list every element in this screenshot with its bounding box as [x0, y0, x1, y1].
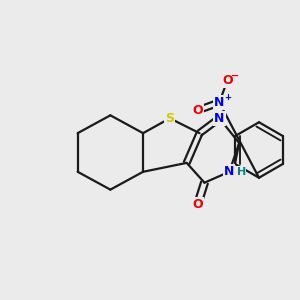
- Text: S: S: [165, 112, 174, 125]
- Text: N: N: [214, 96, 224, 109]
- Text: O: O: [192, 198, 203, 211]
- Text: N: N: [214, 112, 224, 125]
- Text: O: O: [192, 104, 203, 117]
- Text: O: O: [222, 74, 232, 87]
- Text: +: +: [224, 93, 231, 102]
- Text: N: N: [224, 165, 234, 178]
- Text: −: −: [231, 71, 239, 81]
- Text: H: H: [236, 167, 246, 177]
